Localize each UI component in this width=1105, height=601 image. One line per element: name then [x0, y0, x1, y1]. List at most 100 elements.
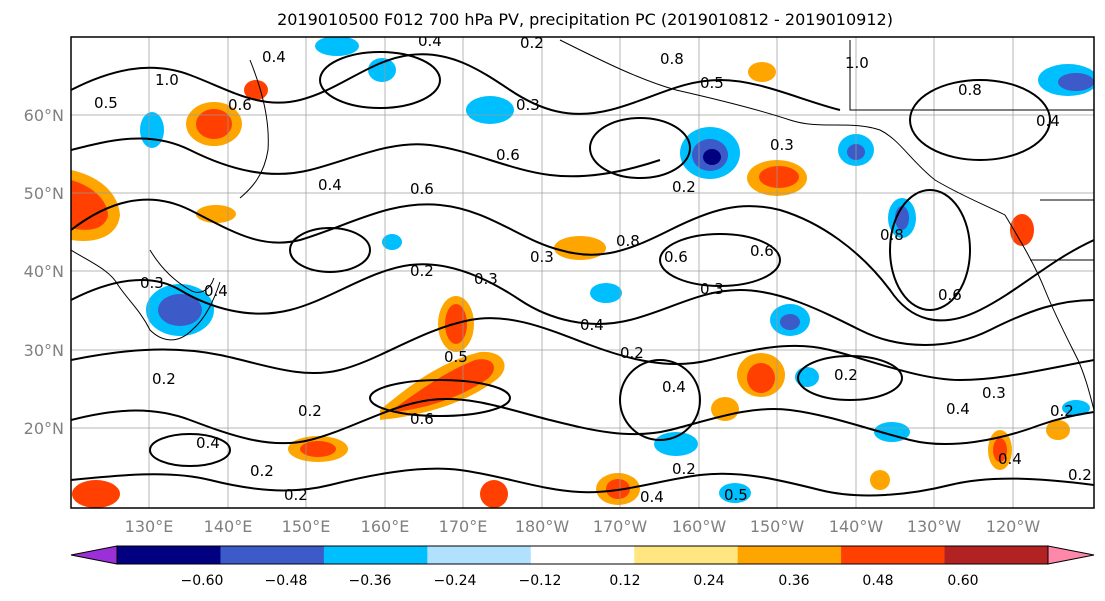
- lon-tick-label: 150°W: [750, 517, 805, 536]
- colorbar-extend-min: [70, 545, 118, 565]
- contour-label: 0.3: [140, 274, 164, 292]
- anomaly-japan-sea-core: [158, 294, 202, 326]
- contour-label: 0.2: [298, 402, 322, 420]
- anomaly-south-central: [480, 480, 508, 508]
- colorbar-cell: [841, 546, 946, 564]
- contour-label: 0.2: [620, 344, 644, 362]
- anomaly-date-line-40n: [554, 236, 606, 260]
- contour-label: 0.2: [284, 486, 308, 504]
- contour-label: 0.2: [672, 178, 696, 196]
- lat-tick-label: 40°N: [24, 262, 64, 281]
- contour-label: 0.8: [958, 81, 982, 99]
- colorbar-tick-label: 0.24: [693, 573, 724, 589]
- contour-l: [889, 189, 971, 311]
- contour-h: [289, 227, 371, 273]
- colorbar-tick-label: 0.36: [778, 573, 809, 589]
- anomaly-north-pacific-north: [315, 37, 359, 56]
- coast-alaska: [559, 39, 1006, 216]
- lat-tick-label: 30°N: [24, 341, 64, 360]
- anomaly-subtropical-central: [590, 283, 622, 303]
- colorbar-cell: [323, 546, 428, 564]
- lon-tick-label: 140°E: [204, 517, 253, 536]
- lon-tick-label: 120°W: [986, 517, 1041, 536]
- anomaly-hawaii-north-core: [747, 363, 775, 393]
- pv-contours: [71, 51, 1094, 497]
- coast-north-america: [1004, 214, 1094, 411]
- colorbar-tick-label: −0.60: [181, 573, 224, 589]
- anomaly-north-pacific-60n: [466, 96, 514, 124]
- colorbar-tick-label: 0.12: [609, 573, 640, 589]
- coastlines: [71, 39, 1094, 411]
- anomaly-california: [1010, 214, 1034, 246]
- contour-f: [71, 53, 841, 115]
- contour-label: 0.4: [946, 400, 970, 418]
- colorbar-extend-max: [1047, 545, 1095, 565]
- contour-label: 0.4: [318, 176, 342, 194]
- lon-tick-label: 140°W: [829, 517, 884, 536]
- contour-c: [71, 317, 1094, 382]
- chart-title: 2019010500 F012 700 hPa PV, precipitatio…: [277, 10, 893, 29]
- anomaly-subtropical-jet-core: [395, 359, 494, 412]
- colorbar-cell: [427, 546, 532, 564]
- contour-label: 0.2: [410, 262, 434, 280]
- map-frame: [70, 36, 1095, 509]
- colorbar-tick-label: 0.60: [947, 573, 978, 589]
- contour-labels: 0.4 1.0 0.5 0.6 0.4 0.2 0.3 0.8 0.5 0.4 …: [94, 34, 1092, 506]
- contour-label: 0.2: [672, 460, 696, 478]
- coast-kamchatka: [239, 59, 269, 199]
- contour-label: 0.2: [1050, 402, 1074, 420]
- colorbar-tick-label: 0.48: [862, 573, 893, 589]
- lon-tick-label: 160°E: [361, 517, 410, 536]
- coast-boundary-canada: [849, 40, 1094, 261]
- contour-label: 0.2: [152, 370, 176, 388]
- contour-label: 0.4: [998, 450, 1022, 468]
- colorbar-cell: [737, 546, 842, 564]
- anomaly-hudson-core: [1058, 73, 1094, 91]
- contour-label: 0.4: [1036, 112, 1060, 130]
- colorbar-tick-label: −0.48: [265, 573, 308, 589]
- colorbar-tick-label: −0.12: [519, 573, 562, 589]
- anomaly-gulf-alaska-center: [703, 149, 721, 165]
- contour-label: 0.3: [700, 280, 724, 298]
- map-panel: 0.4 1.0 0.5 0.6 0.4 0.2 0.3 0.8 0.5 0.4 …: [70, 34, 1095, 509]
- contour-label: 0.3: [516, 96, 540, 114]
- lon-tick-label: 170°E: [439, 517, 488, 536]
- contour-label: 0.5: [700, 74, 724, 92]
- contour-label: 0.3: [530, 248, 554, 266]
- colorbar-ticks: −0.60 −0.48 −0.36 −0.24 −0.12 0.12 0.24 …: [181, 573, 979, 589]
- contour-label: 0.6: [410, 180, 434, 198]
- anomaly-bering-west: [368, 58, 396, 82]
- anomaly-central-40n: [382, 234, 402, 250]
- anomaly-tropical-central: [654, 432, 698, 456]
- contour-label: 0.3: [474, 270, 498, 288]
- contour-label: 0.6: [938, 286, 962, 304]
- contour-label: 0.4: [640, 488, 664, 506]
- contour-label: 0.8: [880, 226, 904, 244]
- contour-m: [319, 51, 441, 109]
- contour-label: 0.4: [204, 282, 228, 300]
- lat-tick-label: 60°N: [24, 106, 64, 125]
- contour-e: [71, 467, 1094, 497]
- contour-i: [589, 117, 691, 179]
- contour-k: [149, 433, 231, 467]
- contour-label: 0.6: [228, 96, 252, 114]
- lon-tick-label: 180°W: [515, 517, 570, 536]
- anomaly-mexico-coast-core: [993, 438, 1007, 462]
- contour-label: 0.2: [1068, 466, 1092, 484]
- contour-label: 0.8: [616, 232, 640, 250]
- anomaly-west-pacific-20n-core: [300, 441, 336, 457]
- contour-label: 0.5: [444, 348, 468, 366]
- anomaly-tropical-mid: [870, 470, 890, 490]
- colorbar: −0.60 −0.48 −0.36 −0.24 −0.12 0.12 0.24 …: [70, 545, 1095, 589]
- latitude-axis: 60°N 50°N 40°N 30°N 20°N: [24, 106, 64, 438]
- contour-label: 0.6: [496, 146, 520, 164]
- contour-label: 0.4: [580, 316, 604, 334]
- contour-label: 0.6: [664, 248, 688, 266]
- lon-tick-label: 150°E: [282, 517, 331, 536]
- colorbar-cell: [944, 546, 1049, 564]
- contour-label: 1.0: [155, 71, 179, 89]
- colorbar-cell: [530, 546, 635, 564]
- contour-label: 0.2: [834, 366, 858, 384]
- contour-label: 0.2: [520, 34, 544, 52]
